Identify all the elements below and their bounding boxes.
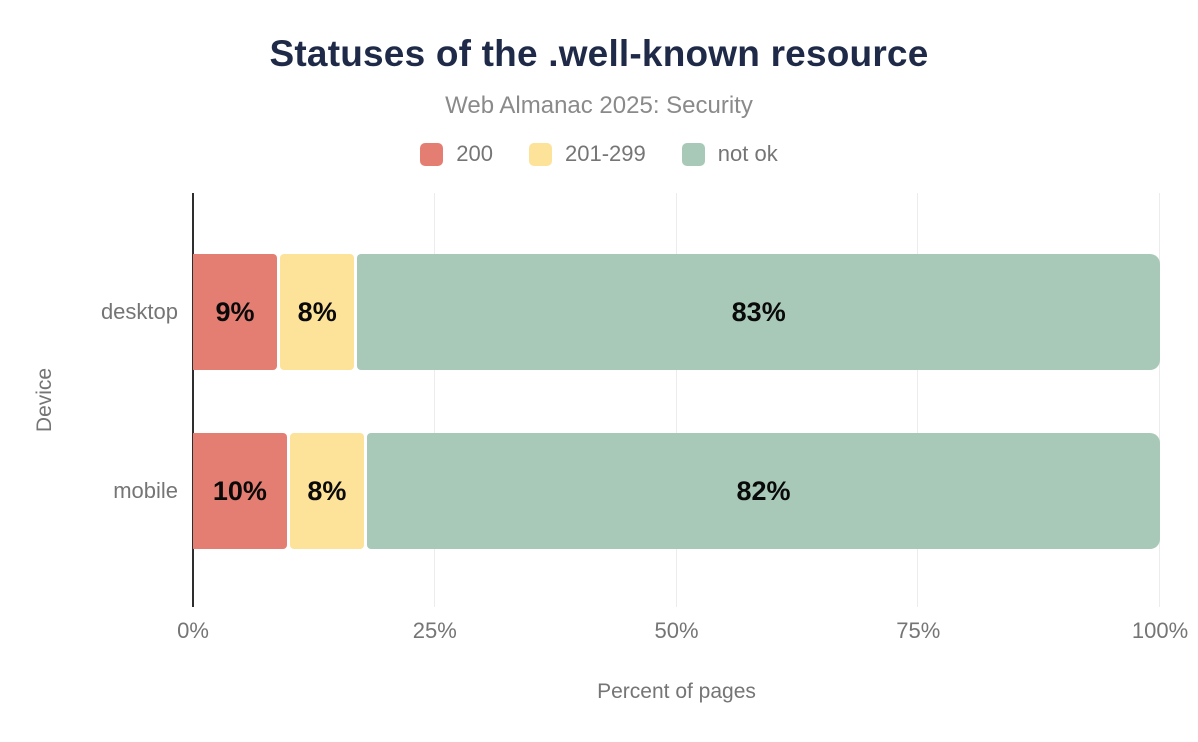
legend-swatch-icon [681,142,705,166]
gridline [1159,193,1160,607]
bar-value-label: 82% [736,475,791,506]
legend-swatch-icon [529,142,553,166]
legend: 200 201-299 not ok [0,141,1198,167]
plot-area: 9% 8% 83% 10% 8% 82% [192,193,1160,607]
x-tick-label: 25% [412,618,457,643]
bar-segment-mobile-200: 10% [193,433,287,549]
legend-item: not ok [681,141,778,167]
y-axis-line [192,193,194,607]
y-axis-title: Device [33,367,56,433]
x-tick-label: 100% [1131,618,1189,643]
bar-row-desktop: 9% 8% 83% [193,254,1160,370]
x-tick-label: 75% [896,618,941,643]
bar-value-label: 9% [215,296,255,327]
category-label-mobile: mobile [113,478,178,503]
gridline [917,193,919,607]
bar-segment-mobile-not ok: 82% [367,433,1160,549]
legend-label: 201-299 [565,141,646,166]
bar-value-label: 83% [731,296,786,327]
gridline [675,193,677,607]
bar-segment-desktop-201-299: 8% [280,254,355,370]
legend-label: not ok [717,141,778,166]
bar-segment-desktop-not ok: 83% [357,254,1160,370]
legend-item: 201-299 [529,141,646,167]
bar-value-label: 10% [212,475,267,506]
bar-segment-mobile-201-299: 8% [289,433,365,549]
legend-item: 200 [420,141,493,167]
category-label-desktop: desktop [100,299,178,324]
legend-swatch-icon [420,142,444,166]
chart-subtitle: Web Almanac 2025: Security [445,92,753,119]
chart-title: Statuses of the .well-known resource [269,33,929,74]
gridline [433,193,435,607]
bar-segment-desktop-200: 9% [193,254,278,370]
x-axis-title: Percent of pages [597,680,756,703]
legend-label: 200 [456,141,494,166]
x-tick-label: 0% [177,618,209,643]
bar-value-label: 8% [297,296,337,327]
x-tick-label: 50% [654,618,699,643]
x-axis-ticks: 0% 25% 50% 75% 100% [177,618,1188,646]
bar-value-label: 8% [307,475,347,506]
bar-row-mobile: 10% 8% 82% [193,433,1160,549]
